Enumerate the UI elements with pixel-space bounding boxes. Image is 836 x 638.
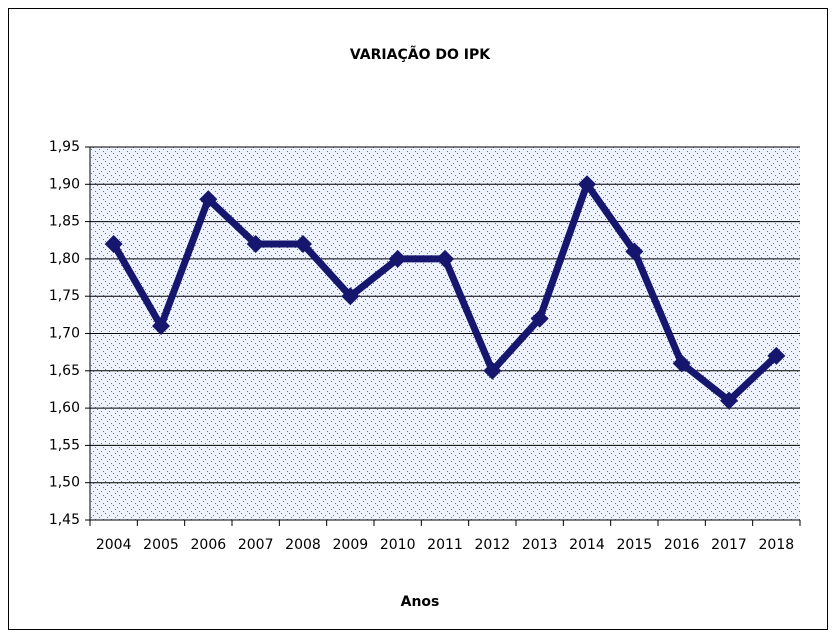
x-tick-label: 2017 [711, 537, 747, 553]
marker [625, 242, 644, 261]
y-tick-label: 1,80 [49, 251, 80, 267]
marker [152, 317, 170, 336]
y-tick-label: 1,70 [49, 326, 80, 342]
x-tick-label: 2014 [569, 537, 605, 553]
marker [294, 234, 312, 253]
marker [672, 354, 691, 373]
marker [483, 361, 502, 380]
marker [104, 234, 123, 253]
x-tick-label: 2005 [143, 537, 179, 553]
marker [530, 309, 549, 328]
x-tick-label: 2007 [238, 537, 274, 553]
x-tick-label: 2009 [333, 537, 369, 553]
marker [720, 391, 738, 410]
y-tick-label: 1,95 [49, 139, 80, 155]
y-tick-label: 1,75 [49, 288, 80, 304]
marker [341, 287, 360, 306]
x-axis-label: Anos [401, 594, 440, 610]
marker [436, 249, 454, 268]
marker [199, 190, 218, 209]
x-tick-label: 2011 [427, 537, 463, 553]
marker [246, 234, 265, 253]
marker [388, 249, 407, 268]
marker [578, 175, 596, 194]
marker [767, 346, 786, 365]
y-tick-label: 1,85 [49, 214, 80, 230]
y-tick-label: 1,90 [49, 176, 80, 192]
y-tick-label: 1,45 [49, 512, 80, 528]
x-tick-label: 2012 [475, 537, 511, 553]
x-tick-label: 2016 [664, 537, 700, 553]
chart-title: VARIAÇÃO DO IPK [350, 46, 491, 63]
x-tick-label: 2015 [617, 537, 653, 553]
x-tick-label: 2010 [380, 537, 416, 553]
y-tick-label: 1,50 [49, 475, 80, 491]
x-tick-label: 2004 [96, 537, 132, 553]
y-tick-label: 1,65 [49, 363, 80, 379]
x-tick-label: 2013 [522, 537, 558, 553]
y-tick-label: 1,60 [49, 400, 80, 416]
x-tick-label: 2018 [759, 537, 795, 553]
x-tick-label: 2006 [191, 537, 227, 553]
y-tick-label: 1,55 [49, 437, 80, 453]
x-tick-label: 2008 [285, 537, 321, 553]
